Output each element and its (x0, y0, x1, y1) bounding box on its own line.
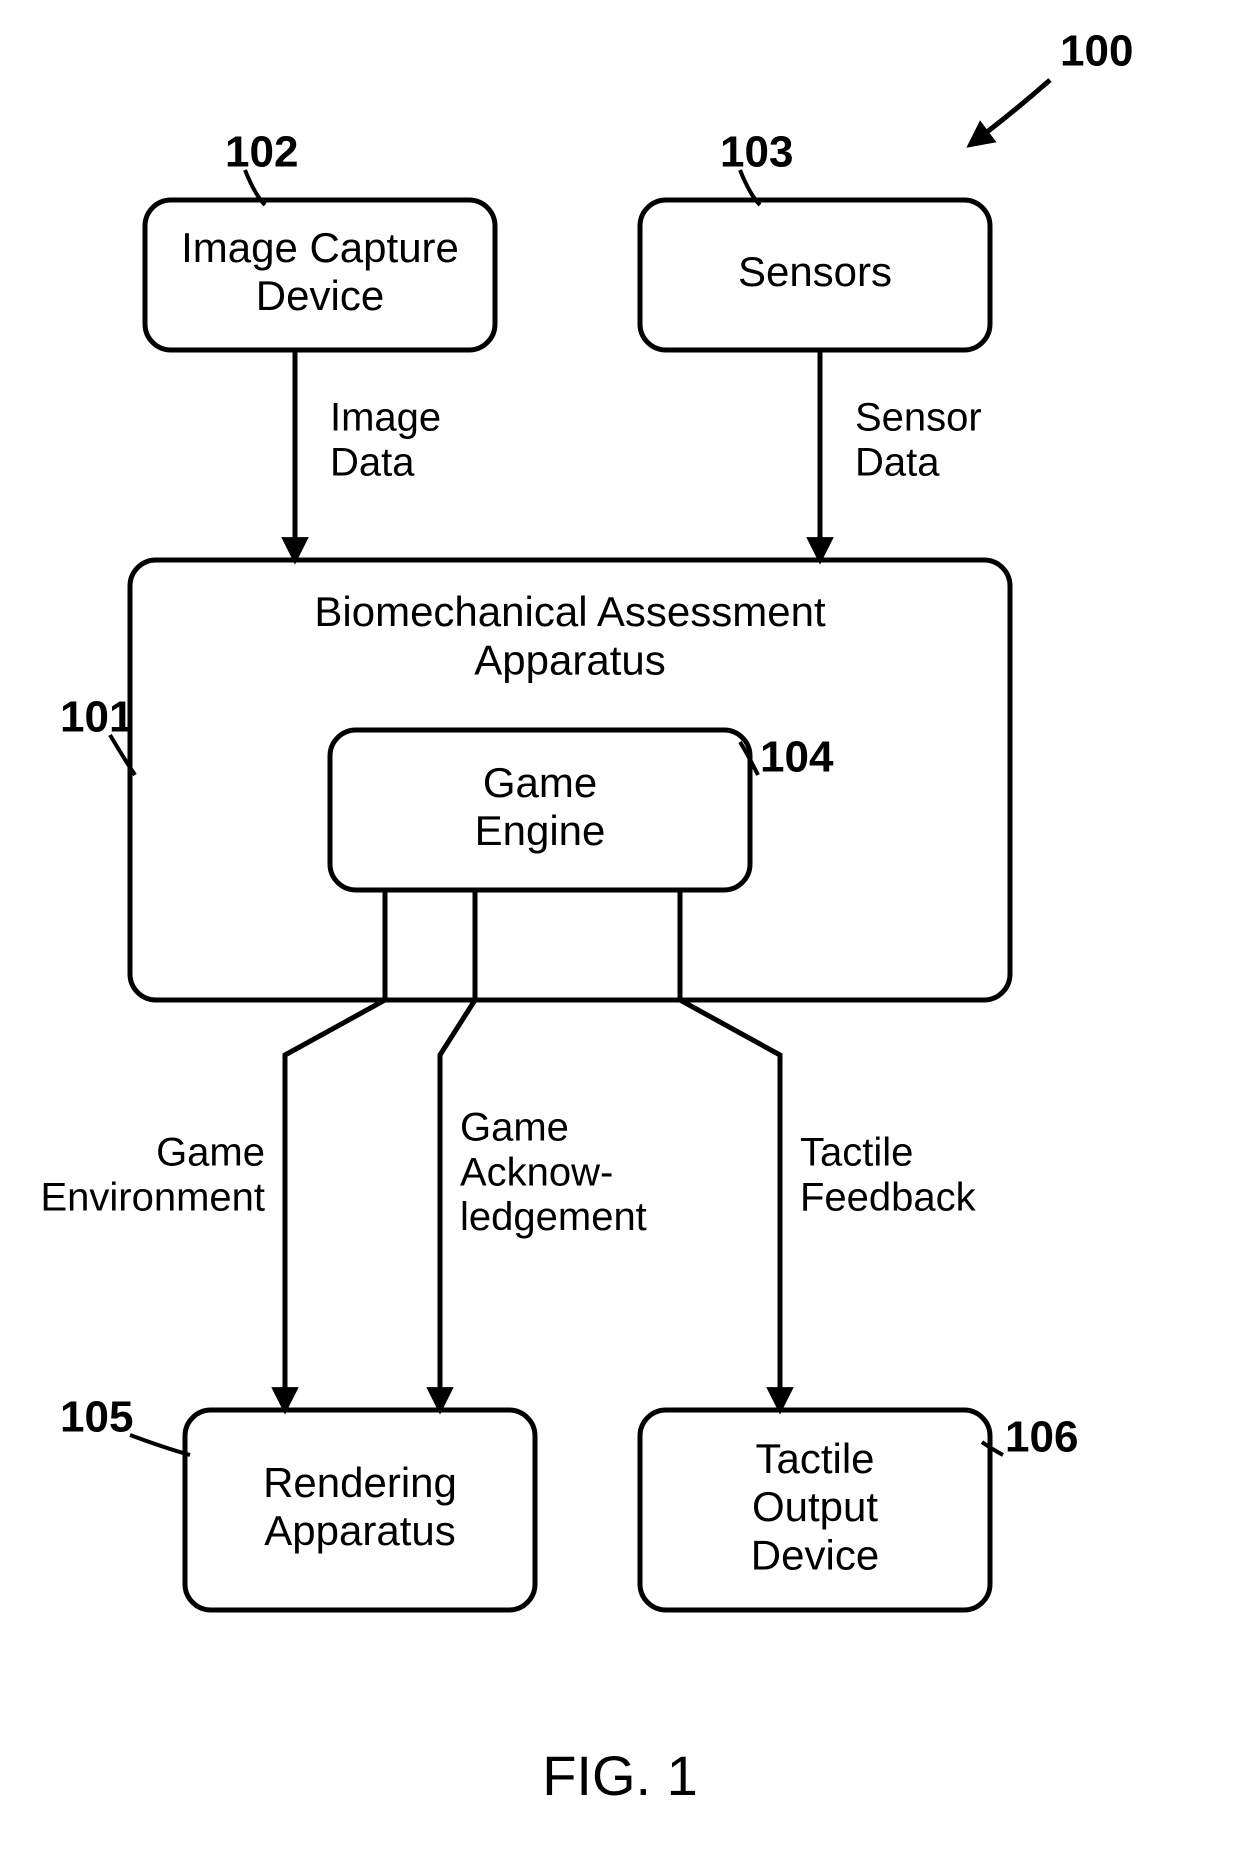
ref-104: 104 (760, 733, 834, 782)
leader-100 (970, 80, 1050, 145)
node-rendering-label: Rendering (263, 1459, 457, 1506)
ref-102: 102 (225, 128, 298, 177)
node-rendering-label: Apparatus (264, 1507, 455, 1554)
node-image_capture-label: Image Capture (181, 224, 459, 271)
node-rendering: RenderingApparatus 105 (60, 1393, 535, 1610)
ref-101: 101 (60, 693, 133, 742)
edge-0-label: Data (330, 440, 415, 484)
edge-2-label: Game (156, 1131, 265, 1175)
node-biomech-label: Biomechanical Assessment (314, 588, 826, 635)
edge-3-label: Game (460, 1106, 569, 1150)
edge-3-label: Acknow- (460, 1150, 613, 1194)
edge-0: ImageData (295, 350, 441, 560)
system-ref: 100 (970, 27, 1133, 145)
figure-label: FIG. 1 (542, 1744, 698, 1807)
node-tactile: TactileOutputDevice 106 (640, 1410, 1078, 1610)
edge-0-label: Image (330, 396, 441, 440)
edge-4-label: Feedback (800, 1175, 977, 1219)
ref-105: 105 (60, 1393, 133, 1442)
node-game_engine-label: Game (483, 759, 597, 806)
node-tactile-label: Device (751, 1531, 879, 1578)
node-biomech-label: Apparatus (474, 636, 665, 683)
node-game_engine-label: Engine (475, 807, 606, 854)
ref-100: 100 (1060, 27, 1133, 76)
node-sensors-label: Sensors (738, 248, 892, 295)
leader-105 (130, 1435, 190, 1455)
ref-103: 103 (720, 128, 793, 177)
node-sensors: Sensors 103 (640, 128, 990, 350)
node-tactile-label: Output (752, 1483, 878, 1530)
edge-1-label: Sensor (855, 396, 982, 440)
node-tactile-label: Tactile (755, 1435, 874, 1482)
node-image_capture: Image CaptureDevice 102 (145, 128, 495, 350)
edge-1-label: Data (855, 440, 940, 484)
ref-106: 106 (1005, 1413, 1078, 1462)
edge-1: SensorData (820, 350, 982, 560)
edge-3-label: ledgement (460, 1195, 647, 1239)
node-image_capture-label: Device (256, 272, 384, 319)
edge-2-label: Environment (40, 1175, 265, 1219)
edge-4-label: Tactile (800, 1131, 913, 1175)
